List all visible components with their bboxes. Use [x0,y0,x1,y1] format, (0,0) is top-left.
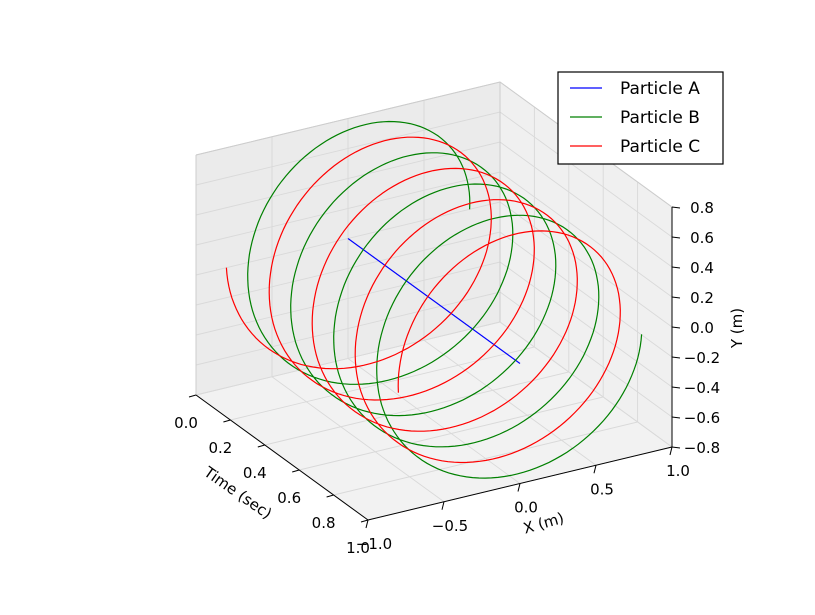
tick-marks [188,206,681,529]
x-tick-label: 1.0 [666,462,690,480]
series-layer [225,120,643,479]
y-tick [671,356,681,359]
time-axis-line [195,394,369,521]
y-tick [671,206,681,209]
time-tick [326,494,334,498]
y-tick [671,266,681,269]
time-tick-label: 0.2 [208,439,232,457]
time-tick [360,519,369,523]
series-line-particle-c [225,136,621,464]
y-axis-label: Y (m) [728,308,746,349]
tick-labels: 0.00.20.40.60.81.0−1.0−0.50.00.51.0−0.8−… [174,199,720,557]
time-tick-label: 0.8 [312,514,336,532]
x-tick [593,465,597,474]
y-tick [671,386,681,389]
x-tick [441,501,445,510]
y-tick-label: 0.0 [690,319,714,337]
legend-label-particle-c: Particle C [620,137,700,157]
y-tick [671,416,681,419]
y-tick-label: 0.4 [690,259,714,277]
x-tick-label: 0.0 [514,499,538,517]
y-tick-label: −0.6 [684,409,720,427]
y-tick [671,296,681,299]
legend-label-particle-b: Particle B [620,108,700,128]
x-tick-label: 0.5 [590,480,614,498]
time-tick [292,469,300,473]
y-tick-label: 0.6 [690,229,714,247]
x-tick [517,483,521,492]
y-tick [671,326,681,329]
y-tick [671,236,681,239]
y-tick-label: 0.2 [690,289,714,307]
legend-box [557,71,724,165]
y-tick-label: −0.2 [684,349,720,367]
y-tick-label: 0.8 [690,199,714,217]
y-tick-label: −0.4 [684,379,720,397]
legend: Particle A Particle B Particle C [557,71,724,165]
x-tick [669,446,673,456]
time-tick [257,444,265,448]
y-tick [671,446,681,449]
series-line-particle-b [247,120,643,479]
time-tick-label: 0.4 [243,464,267,482]
x-tick-label: −1.0 [356,535,392,553]
y-tick-label: −0.8 [684,439,720,457]
legend-label-particle-a: Particle A [620,79,700,99]
time-tick-label: 0.0 [174,414,198,432]
time-tick [223,419,231,423]
time-tick-label: 0.6 [277,489,301,507]
series-line-particle-a [347,238,521,364]
x-tick-label: −0.5 [432,517,468,535]
time-tick [188,394,197,398]
x-tick [365,519,369,529]
time-tick-label: 1.0 [346,539,370,557]
